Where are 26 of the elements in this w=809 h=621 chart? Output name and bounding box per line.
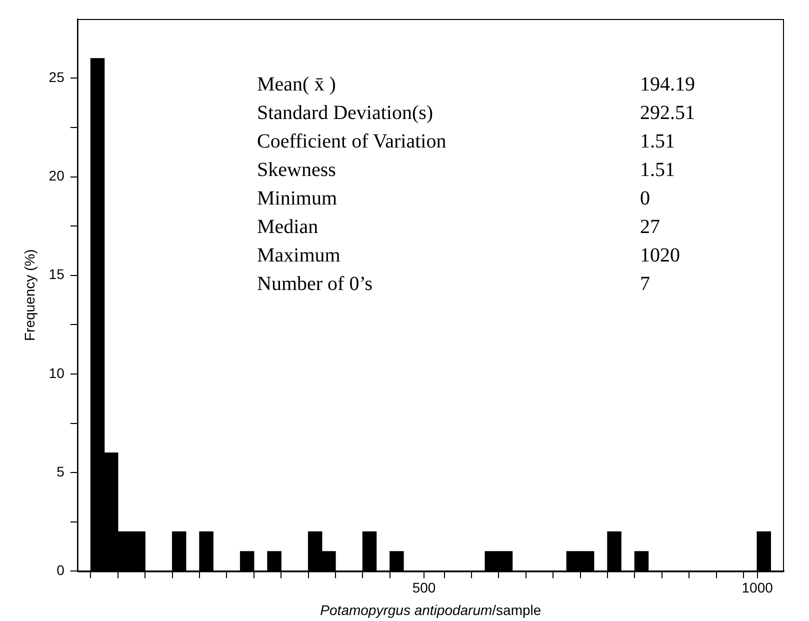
annotation: Maximum bbox=[257, 244, 341, 266]
annotation: Mean( x̄ ) bbox=[257, 73, 336, 96]
y-tick-label: 20 bbox=[48, 168, 65, 184]
annotation: Median bbox=[257, 216, 318, 238]
annotation: 1020 bbox=[640, 244, 680, 266]
y-axis-title: Frequency (%) bbox=[21, 249, 38, 342]
annotation: Standard Deviation(s) bbox=[257, 102, 434, 124]
annotation: 1.51 bbox=[640, 158, 675, 181]
y-tick-label: 15 bbox=[48, 266, 65, 282]
x-tick-label: 1000 bbox=[742, 579, 774, 596]
x-axis-title: Potamopyrgus antipodarum/sample bbox=[320, 602, 542, 618]
annotation: 27 bbox=[640, 216, 660, 238]
y-tick-label: 5 bbox=[56, 463, 65, 480]
y-tick-label: 25 bbox=[48, 69, 65, 86]
annotation: 1.51 bbox=[640, 130, 675, 152]
annotation: Minimum bbox=[257, 187, 338, 210]
annotation: Number of 0’s bbox=[257, 272, 373, 295]
annotation: 0 bbox=[640, 187, 650, 210]
y-tick-label: 10 bbox=[48, 364, 65, 381]
annotation: Skewness bbox=[257, 158, 336, 181]
annotation: Coefficient of Variation bbox=[257, 130, 446, 152]
annotation: 7 bbox=[640, 272, 650, 295]
y-tick-label: 0 bbox=[56, 562, 65, 578]
x-tick-label: 500 bbox=[412, 579, 436, 596]
annotation: 194.19 bbox=[640, 73, 695, 96]
annotation: 292.51 bbox=[640, 102, 695, 124]
